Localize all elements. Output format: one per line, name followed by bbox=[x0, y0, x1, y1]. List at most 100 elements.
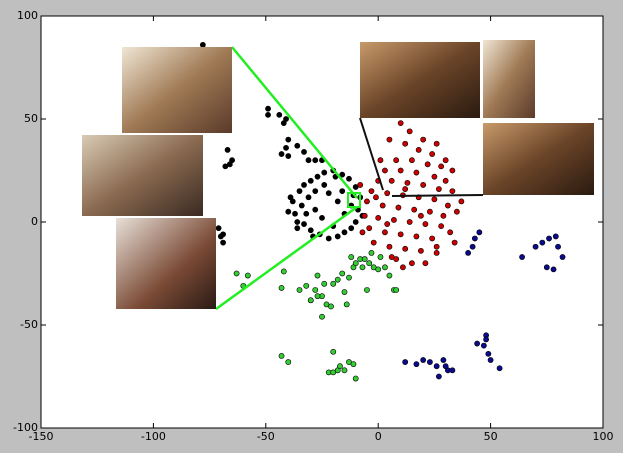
x-tick-label: 50 bbox=[484, 430, 498, 443]
point bbox=[321, 280, 328, 287]
point bbox=[244, 272, 251, 279]
point bbox=[469, 243, 476, 250]
y-tick-label: -100 bbox=[13, 421, 38, 434]
point bbox=[278, 352, 285, 359]
connector bbox=[231, 46, 358, 199]
point bbox=[307, 177, 314, 184]
connector bbox=[359, 117, 384, 191]
point bbox=[346, 175, 352, 182]
point bbox=[543, 264, 550, 271]
image-thumbnail bbox=[483, 123, 594, 195]
point bbox=[359, 229, 366, 236]
point bbox=[307, 227, 314, 234]
point bbox=[301, 149, 307, 155]
point bbox=[431, 173, 438, 180]
point bbox=[418, 212, 424, 219]
point bbox=[312, 206, 319, 213]
connector bbox=[391, 194, 484, 197]
point bbox=[341, 367, 348, 374]
point bbox=[555, 243, 561, 250]
point bbox=[361, 256, 368, 262]
point bbox=[368, 188, 375, 194]
point bbox=[471, 235, 478, 242]
point bbox=[296, 287, 303, 293]
point bbox=[442, 363, 449, 370]
point bbox=[348, 254, 355, 260]
point bbox=[391, 217, 397, 223]
point bbox=[449, 367, 456, 374]
point bbox=[220, 239, 226, 246]
point bbox=[388, 254, 395, 260]
point bbox=[519, 254, 525, 260]
image-thumbnail bbox=[122, 47, 232, 133]
point bbox=[474, 340, 481, 347]
point bbox=[422, 260, 429, 267]
point bbox=[382, 167, 388, 174]
point bbox=[352, 375, 359, 382]
point bbox=[442, 177, 449, 184]
point bbox=[328, 303, 334, 310]
point bbox=[433, 363, 440, 370]
point bbox=[343, 301, 350, 308]
point bbox=[312, 157, 319, 164]
point bbox=[483, 336, 490, 343]
point bbox=[339, 171, 346, 178]
point bbox=[393, 157, 400, 164]
point bbox=[429, 151, 436, 157]
point bbox=[276, 111, 283, 118]
point bbox=[301, 221, 307, 227]
point bbox=[233, 270, 240, 277]
x-tick-label: 100 bbox=[593, 430, 614, 443]
point bbox=[339, 188, 346, 194]
image-thumbnail bbox=[82, 135, 203, 216]
point bbox=[294, 219, 301, 225]
point bbox=[350, 361, 357, 368]
point bbox=[427, 359, 433, 365]
point bbox=[321, 169, 328, 176]
point bbox=[476, 229, 483, 236]
point bbox=[388, 177, 395, 184]
point bbox=[305, 194, 312, 201]
point bbox=[395, 204, 402, 211]
y-tick-label: 50 bbox=[24, 112, 38, 125]
y-tick-label: 100 bbox=[17, 9, 38, 22]
image-thumbnail bbox=[360, 42, 480, 118]
point bbox=[402, 359, 409, 365]
point bbox=[368, 249, 375, 256]
point bbox=[382, 229, 388, 236]
point bbox=[433, 249, 440, 256]
point bbox=[346, 274, 352, 281]
point bbox=[447, 229, 454, 236]
point bbox=[341, 229, 348, 236]
image-thumbnail bbox=[116, 218, 216, 309]
point bbox=[334, 233, 341, 240]
point bbox=[424, 161, 431, 168]
point bbox=[409, 260, 415, 267]
x-tick-label: -150 bbox=[29, 430, 54, 443]
point bbox=[420, 136, 427, 143]
point bbox=[382, 264, 388, 271]
point bbox=[278, 285, 285, 291]
point bbox=[451, 239, 458, 246]
point bbox=[420, 182, 427, 188]
point bbox=[420, 357, 427, 363]
point bbox=[366, 225, 373, 232]
point bbox=[341, 289, 348, 295]
point bbox=[393, 287, 400, 293]
point bbox=[303, 282, 310, 289]
point bbox=[283, 144, 289, 151]
point bbox=[265, 111, 271, 118]
point bbox=[413, 169, 420, 176]
point bbox=[480, 342, 487, 349]
point bbox=[397, 231, 404, 238]
point bbox=[465, 249, 472, 256]
insets bbox=[82, 40, 594, 311]
point bbox=[440, 357, 447, 363]
point bbox=[435, 186, 442, 192]
point bbox=[444, 202, 451, 209]
point bbox=[330, 280, 337, 287]
point bbox=[337, 363, 343, 370]
point bbox=[305, 157, 312, 164]
point bbox=[438, 163, 445, 170]
